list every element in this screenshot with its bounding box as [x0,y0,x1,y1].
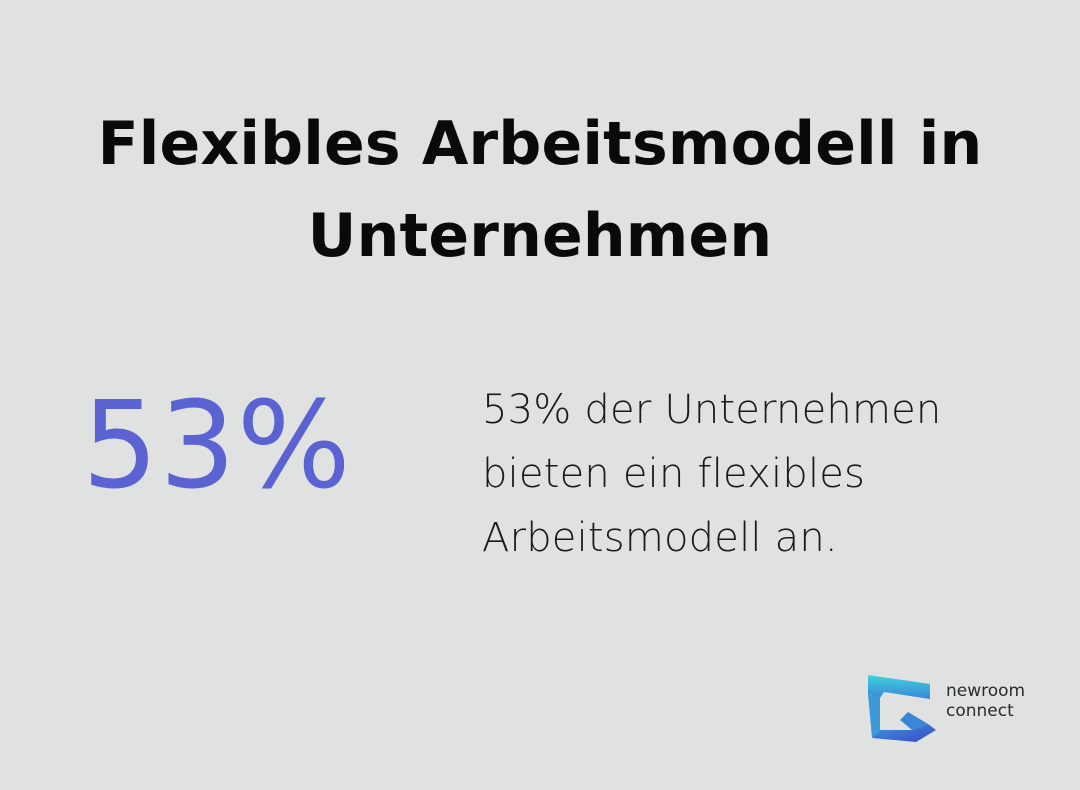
brand-name: newroom connect [946,681,1025,721]
page-title: Flexibles Arbeitsmodell in Unternehmen [97,109,983,271]
brand-name-line2: connect [946,701,1014,721]
stat-description: 53% der Unternehmen bieten ein flexibles… [482,387,942,561]
stat-value: 53% [82,377,352,516]
brand-name-line1: newroom [946,681,1026,701]
brand-logo: newroom connect [866,672,1046,748]
newroom-connect-logo-icon [868,675,936,742]
